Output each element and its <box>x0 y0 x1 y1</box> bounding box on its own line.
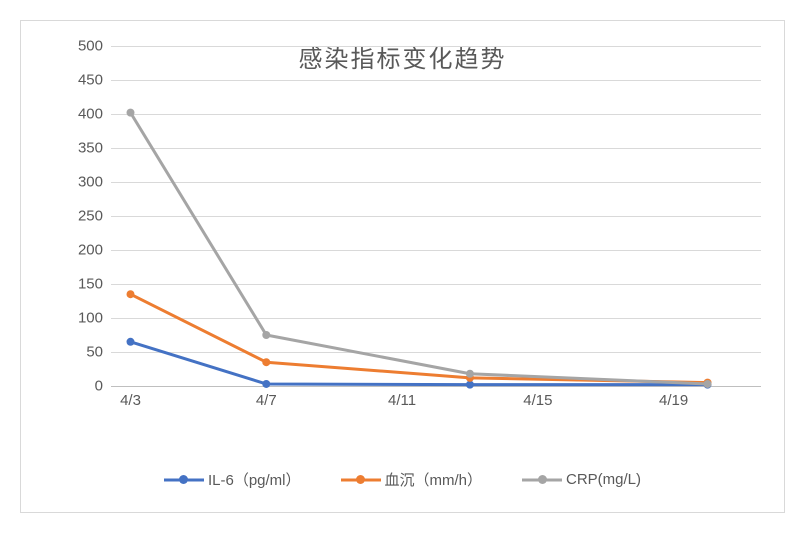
legend-swatch <box>341 474 381 486</box>
legend: IL-6（pg/ml） 血沉（mm/h） CRP(mg/L) <box>21 469 784 490</box>
y-tick-label: 50 <box>63 344 103 361</box>
y-tick-label: 450 <box>63 72 103 89</box>
legend-item: 血沉（mm/h） <box>341 469 483 490</box>
y-tick-label: 200 <box>63 242 103 259</box>
series-marker <box>262 380 270 388</box>
series-marker <box>704 380 712 388</box>
series-line-2 <box>131 113 708 384</box>
x-tick-label: 4/19 <box>659 392 688 409</box>
legend-marker-icon <box>538 475 547 484</box>
legend-swatch <box>522 474 562 486</box>
legend-swatch <box>164 474 204 486</box>
y-tick-label: 150 <box>63 276 103 293</box>
x-tick-label: 4/3 <box>120 392 141 409</box>
series-marker <box>127 109 135 117</box>
series-marker <box>466 381 474 389</box>
series-marker <box>262 331 270 339</box>
y-tick-label: 100 <box>63 310 103 327</box>
x-tick-label: 4/15 <box>523 392 552 409</box>
y-tick-label: 250 <box>63 208 103 225</box>
legend-label: CRP(mg/L) <box>566 471 641 488</box>
series-marker <box>127 290 135 298</box>
series-svg <box>111 46 761 386</box>
y-tick-label: 500 <box>63 38 103 55</box>
legend-item: CRP(mg/L) <box>522 469 641 490</box>
legend-label: 血沉（mm/h） <box>385 469 483 490</box>
x-tick-label: 4/11 <box>388 392 416 409</box>
chart-container: 感染指标变化趋势 0501001502002503003504004505004… <box>20 20 785 513</box>
legend-marker-icon <box>179 475 188 484</box>
legend-label: IL-6（pg/ml） <box>208 469 301 490</box>
series-marker <box>262 358 270 366</box>
series-marker <box>127 338 135 346</box>
y-tick-label: 0 <box>63 378 103 395</box>
series-marker <box>466 370 474 378</box>
y-tick-label: 350 <box>63 140 103 157</box>
y-gridline <box>111 386 761 387</box>
legend-item: IL-6（pg/ml） <box>164 469 301 490</box>
y-tick-label: 400 <box>63 106 103 123</box>
x-tick-label: 4/7 <box>256 392 277 409</box>
y-tick-label: 300 <box>63 174 103 191</box>
legend-marker-icon <box>356 475 365 484</box>
plot-area: 0501001502002503003504004505004/34/74/11… <box>111 46 761 386</box>
